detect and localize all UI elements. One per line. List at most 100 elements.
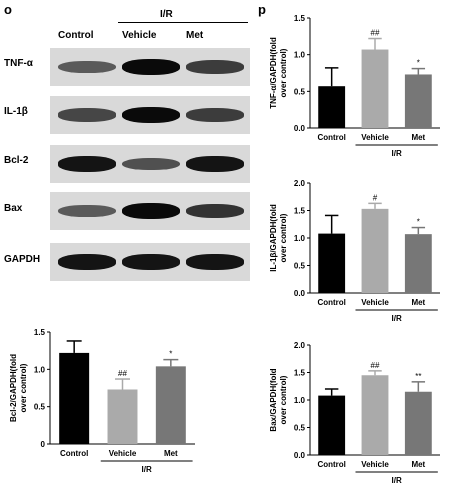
- y-tick-label: 0.5: [34, 403, 46, 412]
- bar-control: [318, 395, 346, 455]
- y-tick-label: 1.5: [294, 369, 306, 378]
- x-tick-label: Vehicle: [361, 298, 389, 307]
- wb-band: [122, 107, 180, 123]
- significance-label: ##: [118, 369, 127, 378]
- bar-vehicle: [361, 375, 389, 455]
- y-tick-label: 1.5: [34, 328, 46, 337]
- panel-letter-p: p: [258, 2, 266, 17]
- y-tick-label: 0.5: [294, 262, 306, 271]
- y-tick-label: 0.5: [294, 424, 306, 433]
- y-tick-label: 0.0: [294, 124, 306, 133]
- bar-met: [404, 74, 432, 128]
- x-axis-label: I/R: [392, 314, 402, 323]
- y-axis-label: TNF-α/GAPDH(foldover control): [269, 37, 288, 109]
- x-tick-label: Control: [60, 449, 88, 458]
- y-tick-label: 0.5: [294, 87, 306, 96]
- wb-band: [58, 204, 116, 218]
- significance-label: *: [417, 59, 420, 68]
- x-axis-label: I/R: [392, 476, 402, 485]
- x-tick-label: Met: [411, 133, 425, 142]
- wb-band: [58, 108, 116, 122]
- y-axis-label: Bax/GAPDH(foldover control): [269, 368, 288, 431]
- y-tick-label: 1.0: [294, 396, 306, 405]
- y-tick-label: 1.0: [294, 234, 306, 243]
- x-tick-label: Met: [411, 298, 425, 307]
- bar-met: [404, 234, 432, 293]
- y-tick-label: 2.0: [294, 179, 306, 188]
- y-tick-label: 0.0: [294, 451, 306, 460]
- significance-label: ##: [371, 361, 380, 370]
- wb-band: [122, 157, 180, 171]
- wb-band: [186, 60, 244, 74]
- wb-band: [186, 156, 244, 172]
- significance-label: #: [373, 193, 378, 202]
- wb-group-line: [118, 22, 248, 23]
- wb-blot-tnf: [50, 48, 250, 86]
- x-tick-label: Met: [164, 449, 178, 458]
- y-axis-label-line: Bax/GAPDH(fold: [269, 368, 278, 431]
- wb-label-tnf: TNF-α: [4, 58, 33, 69]
- wb-label-bcl2: Bcl-2: [4, 155, 29, 166]
- x-tick-label: Vehicle: [361, 133, 389, 142]
- y-tick-label: 1.0: [294, 51, 306, 60]
- y-axis-label-line: over control): [279, 375, 288, 424]
- significance-label: **: [415, 372, 421, 381]
- wb-band: [58, 60, 116, 74]
- y-tick-label: 0.0: [294, 289, 306, 298]
- bar-control: [318, 233, 346, 293]
- wb-band: [122, 254, 180, 270]
- x-tick-label: Control: [317, 460, 345, 469]
- bar-vehicle: [361, 208, 389, 293]
- wb-group-label: I/R: [160, 9, 173, 20]
- x-tick-label: Control: [317, 133, 345, 142]
- x-tick-label: Met: [411, 460, 425, 469]
- y-axis-label-line: over control): [279, 48, 288, 97]
- wb-label-gapdh: GAPDH: [4, 254, 41, 265]
- bar-vehicle: [361, 49, 389, 128]
- y-tick-label: 1.5: [294, 207, 306, 216]
- wb-label-il1b: IL-1β: [4, 106, 28, 117]
- y-axis-label: Bcl-2/GAPDH(foldover control): [9, 354, 28, 422]
- y-axis-label-line: TNF-α/GAPDH(fold: [269, 37, 278, 109]
- bar-met: [155, 366, 186, 444]
- wb-band: [58, 254, 116, 270]
- y-axis-label-line: Bcl-2/GAPDH(fold: [9, 354, 18, 422]
- x-tick-label: Vehicle: [361, 460, 389, 469]
- x-axis-label: I/R: [142, 465, 152, 474]
- y-axis-label: IL-1β/GAPDH(foldover control): [269, 204, 288, 272]
- wb-band: [122, 203, 180, 219]
- wb-band: [58, 156, 116, 172]
- wb-band: [186, 108, 244, 122]
- wb-band: [186, 254, 244, 270]
- bar-control: [59, 352, 90, 444]
- bar-vehicle: [107, 389, 138, 444]
- wb-blot-gapdh: [50, 243, 250, 281]
- wb-blot-bcl2: [50, 145, 250, 183]
- x-axis-label: I/R: [392, 149, 402, 158]
- bar-met: [404, 391, 432, 455]
- significance-label: *: [169, 350, 172, 359]
- panel-letter-o: o: [4, 2, 12, 17]
- y-tick-label: 2.0: [294, 341, 306, 350]
- wb-label-bax: Bax: [4, 203, 23, 214]
- wb-col-control: Control: [58, 30, 94, 41]
- y-tick-label: 1.0: [34, 365, 46, 374]
- y-tick-label: 1.5: [294, 14, 306, 23]
- wb-blot-il1b: [50, 96, 250, 134]
- y-axis-label-line: over control): [19, 363, 28, 412]
- wb-col-met: Met: [186, 30, 204, 41]
- x-tick-label: Control: [317, 298, 345, 307]
- wb-col-vehicle: Vehicle: [122, 30, 157, 41]
- wb-blot-bax: [50, 192, 250, 230]
- significance-label: *: [417, 218, 420, 227]
- y-axis-label-line: IL-1β/GAPDH(fold: [269, 204, 278, 272]
- y-axis-label-line: over control): [279, 213, 288, 262]
- y-tick-label: 0: [41, 440, 46, 449]
- wb-band: [186, 204, 244, 218]
- x-tick-label: Vehicle: [109, 449, 137, 458]
- wb-band: [122, 59, 180, 75]
